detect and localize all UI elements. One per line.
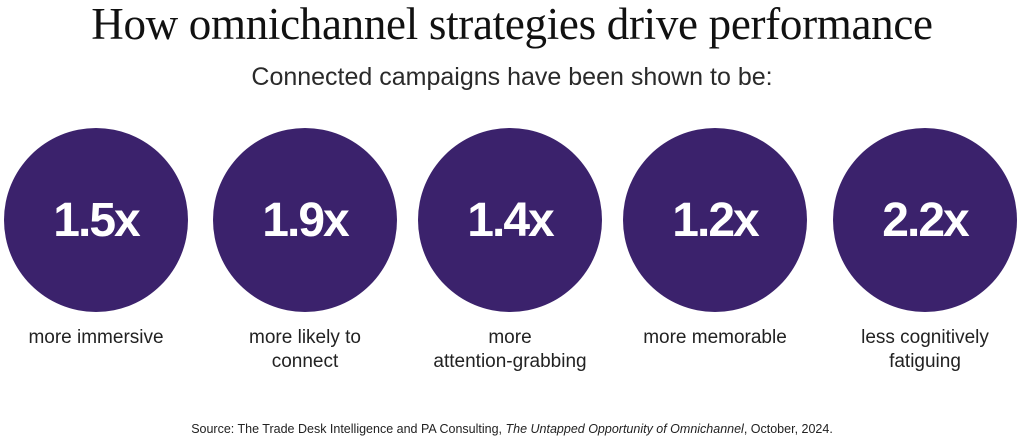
stat-value: 2.2x xyxy=(833,128,1017,312)
source-prefix: Source: The Trade Desk Intelligence and … xyxy=(191,422,506,436)
stat-fatiguing: 2.2x less cognitively fatiguing xyxy=(833,128,1017,374)
source-title: The Untapped Opportunity of Omnichannel xyxy=(505,422,744,436)
stat-label: more attention-grabbing xyxy=(433,327,587,372)
stat-immersive: 1.5x more immersive xyxy=(4,128,188,350)
stat-memorable: 1.2x more memorable xyxy=(623,128,807,350)
subtitle: Connected campaigns have been shown to b… xyxy=(251,63,773,91)
stat-connect: 1.9x more likely to connect xyxy=(213,128,397,374)
stat-label: more memorable xyxy=(643,327,787,348)
source-citation: Source: The Trade Desk Intelligence and … xyxy=(0,422,1024,436)
stat-value: 1.5x xyxy=(4,128,188,312)
stat-value: 1.2x xyxy=(623,128,807,312)
stat-attention: 1.4x more attention-grabbing xyxy=(418,128,602,374)
stat-label: more likely to connect xyxy=(249,327,361,372)
stat-label: less cognitively fatiguing xyxy=(861,327,989,372)
stat-value: 1.9x xyxy=(213,128,397,312)
stat-value: 1.4x xyxy=(418,128,602,312)
source-suffix: , October, 2024. xyxy=(743,422,833,436)
page-title: How omnichannel strategies drive perform… xyxy=(91,0,933,49)
stat-label: more immersive xyxy=(28,327,164,348)
